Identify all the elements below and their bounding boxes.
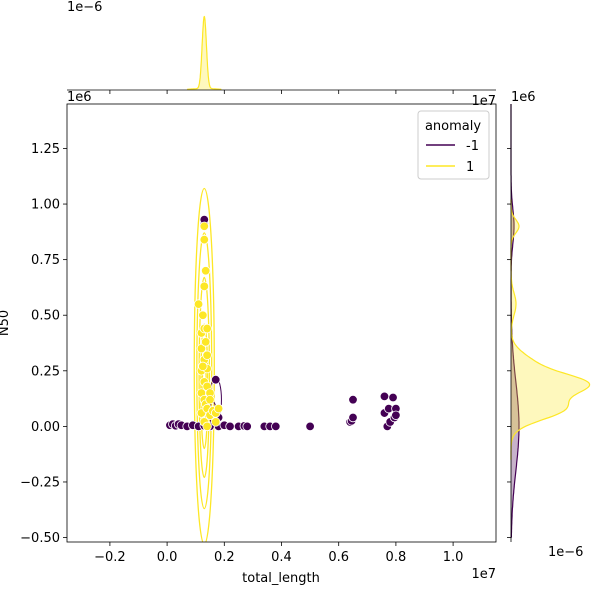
scatter-point-normal [198,310,208,320]
y-tick-label: 1.25 [31,142,60,157]
scatter-point-normal [202,350,212,360]
legend: anomaly -1 1 [417,110,490,180]
scatter-point-normal [199,281,209,292]
scatter-point-normal [199,221,209,231]
x-tick-label: 0.6 [328,550,349,565]
scatter-point-normal [202,323,212,334]
x-tick-label: 0.2 [214,550,235,565]
y-tick-label: 0.25 [31,364,60,379]
y-tick-label: −0.50 [20,531,60,546]
x-tick-label: 0.8 [386,550,407,565]
legend-label-anomaly: -1 [466,139,479,154]
scatter-points [165,214,401,432]
right-marginal-kde-fill-normal [511,199,590,460]
x-tick-label: −0.2 [94,550,126,565]
x-axis-ticks: −0.2 0.0 0.2 0.4 0.6 0.8 1.0 [94,90,463,565]
x-tick-label: 1.0 [443,550,464,565]
scatter-point-anomaly [211,374,221,385]
top-marginal-multiplier: 1e−6 [67,0,102,15]
scatter-point-normal [201,266,211,276]
scatter-point-anomaly [379,391,390,402]
right-marginal-panel: 1e6 1e−6 [510,90,591,560]
scatter-point-normal [199,234,209,245]
kde-contour-normal [198,276,211,479]
y-tick-label: 0.50 [31,309,60,324]
scatter-point-anomaly [242,421,252,432]
scatter-point-anomaly [348,412,358,423]
scatter-point-normal [205,395,215,405]
scatter-point-anomaly [271,421,281,432]
y-tick-label: 1.00 [31,198,60,213]
x-tick-label: 0.4 [271,550,292,565]
scatter-point-anomaly [348,395,358,405]
scatter-point-normal [193,299,204,309]
top-marginal-kde-fill [187,16,222,91]
legend-title: anomaly [425,119,481,134]
scatter-point-anomaly [305,421,315,432]
main-axes: −0.2 0.0 0.2 0.4 0.6 0.8 1.0 −0.50 −0.25 0.00 0.2… [0,90,511,586]
scatter-point-anomaly [391,410,401,420]
top-marginal-panel: 1e−6 [67,0,496,91]
y-tick-label: 0.75 [31,253,60,268]
scatter-point-normal [201,337,211,347]
y-tick-label: 0.00 [31,420,60,435]
x-axis-multiplier: 1e7 [471,567,496,582]
y-tick-label: −0.25 [20,475,60,490]
x-axis-label: total_length [242,571,320,586]
y-axis-multiplier: 1e6 [67,90,92,105]
scatter-point-normal [213,403,224,414]
y-axis-ticks: −0.50 −0.25 0.00 0.25 0.50 0.75 1.00 1.25 [20,142,511,546]
kde-contour-normal [193,187,215,542]
scatter-point-normal [198,361,208,372]
top-marginal-kde-line [187,15,222,90]
y-axis-label: N50 [0,310,12,336]
right-marginal-multiplier-top: 1e6 [511,90,536,105]
scatter-point-normal [202,421,212,432]
right-marginal-multiplier-bottom: 1e−6 [548,545,583,560]
scatter-point-anomaly [388,392,398,403]
legend-label-normal: 1 [466,160,474,175]
x-tick-label: 0.0 [157,550,178,565]
scatter-point-anomaly [225,421,235,432]
top-right-x-multiplier: 1e7 [471,94,496,109]
scatter-point-normal [211,417,221,427]
scatter-point-normal [196,343,207,354]
